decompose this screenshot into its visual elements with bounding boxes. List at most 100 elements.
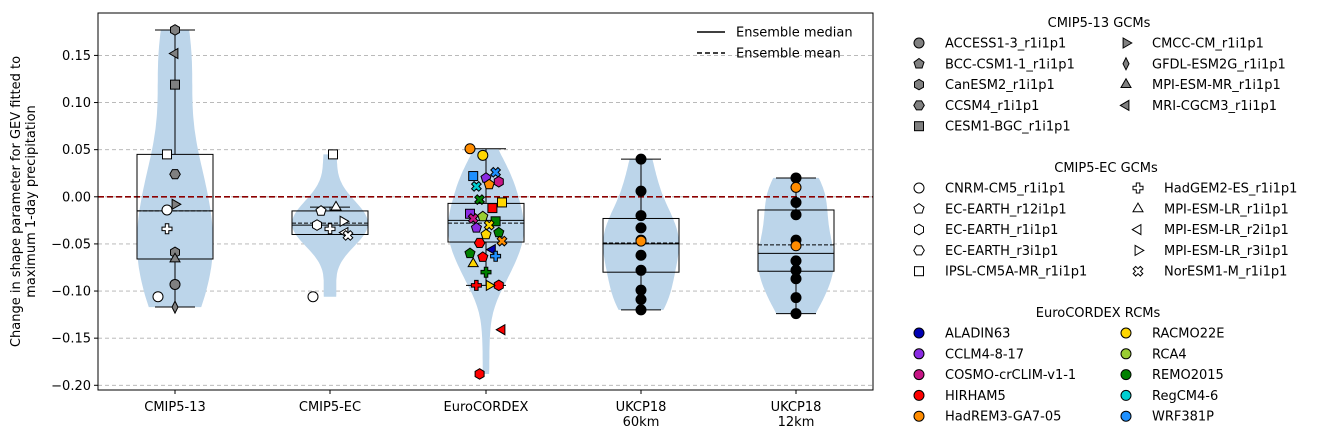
data-point [913,57,925,69]
data-point [635,210,647,222]
legend-item-label: CESM1-BGC_r1i1p1 [945,120,1071,135]
data-point [913,389,925,401]
data-point [1120,369,1132,381]
data-point [1120,389,1132,401]
x-tick-label: UKCP18 [771,400,822,415]
data-point [474,368,485,380]
marker-legends: CMIP5-13 GCMs ACCESS1-3_r1i1p1 BCC-CSM1-1_… [913,16,1297,425]
data-point [913,410,925,422]
legend-item-label: RACMO22E [1152,327,1224,342]
data-point [312,219,322,231]
y-tick-label: −0.10 [51,285,91,300]
legend-item-label: RCA4 [1152,347,1187,362]
legend-title: EuroCORDEX RCMs [1036,306,1161,321]
data-point [339,215,350,228]
data-point [635,294,647,306]
data-point [324,223,336,235]
legend-item-label: BCC-CSM1-1_r1i1p1 [945,57,1075,72]
legend-title: CMIP5-13 GCMs [1048,16,1151,31]
y-tick-label: 0.15 [62,49,91,64]
data-point [635,284,647,296]
data-point [790,255,802,267]
data-point [635,222,647,234]
legend-item-label: HIRHAM5 [945,389,1006,404]
x-tick-label: 60km [623,415,660,430]
data-point [914,121,924,132]
data-point [162,149,172,160]
data-point [913,100,925,111]
data-point [169,278,181,290]
data-point [493,279,504,292]
data-point [913,348,925,360]
data-point [914,266,924,277]
data-point [161,204,173,216]
legend-item-label: RegCM4-6 [1152,389,1218,404]
data-point [483,178,495,190]
data-point [477,210,489,222]
data-point [790,308,802,320]
data-point [330,200,342,211]
data-point [1134,244,1145,257]
points [152,24,802,380]
legend-item-label: HadGEM2-ES_r1i1p1 [1164,182,1297,197]
data-point [169,169,181,180]
data-point [470,221,482,233]
legend-item-label: CanESM2_r1i1p1 [945,78,1055,93]
data-point [790,209,802,221]
data-point [468,171,479,182]
data-point [635,264,647,276]
legend-item-label: MPI-ESM-LR_r2i1p1 [1164,223,1289,238]
data-point [790,181,802,193]
data-point [1120,77,1132,88]
data-point [913,182,925,194]
legend-item-label: REMO2015 [1152,368,1224,383]
legend-item-label: CMCC-CM_r1i1p1 [1152,37,1264,52]
data-point [914,78,924,91]
data-point [467,257,480,268]
data-point [328,149,338,160]
data-point [464,143,476,155]
legend-item-label: ACCESS1-3_r1i1p1 [945,37,1066,52]
legend-item-label: WRF381P [1152,410,1214,425]
data-point [635,185,647,197]
data-point [464,247,476,259]
data-point [1120,410,1132,422]
x-tick-label: CMIP5-13 [144,400,205,415]
data-point [493,175,504,188]
legend-title: CMIP5-EC GCMs [1054,161,1158,176]
data-point [635,249,647,261]
data-point [913,369,925,381]
data-point [497,197,507,208]
legend-item-label: EC-EARTH_r1i1p1 [945,223,1058,238]
data-point [171,198,182,211]
legend-item-label: GFDL-ESM2G_r1i1p1 [1152,57,1286,72]
data-point [914,223,924,236]
data-point [467,212,479,224]
data-point [913,245,925,256]
data-point [170,79,180,90]
data-point [342,230,354,241]
y-tick-label: 0.00 [62,190,91,205]
data-point [307,291,319,303]
legend-item-label: MPI-ESM-LR_r1i1p1 [1164,202,1289,217]
legend-item-label: CCLM4-8-17 [945,347,1024,362]
y-tick-label: −0.20 [51,379,91,394]
data-point [477,149,489,161]
legend-item-label: MPI-ESM-MR_r1i1p1 [1152,78,1281,93]
data-point [480,266,492,278]
data-point [1120,348,1132,360]
x-tick-label: CMIP5-EC [299,400,361,415]
legend-item-label: MRI-CGCM3_r1i1p1 [1152,99,1277,114]
legend-item-label: IPSL-CM5A-MR_r1i1p1 [945,265,1087,280]
data-point [315,205,327,216]
data-point [1132,202,1144,213]
data-point [495,323,506,336]
data-point [790,240,802,252]
y-axis-label-line: maximum 1-day precipitation [24,105,39,298]
data-point [490,250,502,262]
legend-item-label: CCSM4_r1i1p1 [945,99,1039,114]
y-tick-label: −0.05 [51,237,91,252]
y-axis-label-line: Change in shape parameter for GEV fitted… [9,56,24,347]
x-tick-label: UKCP18 [616,400,667,415]
